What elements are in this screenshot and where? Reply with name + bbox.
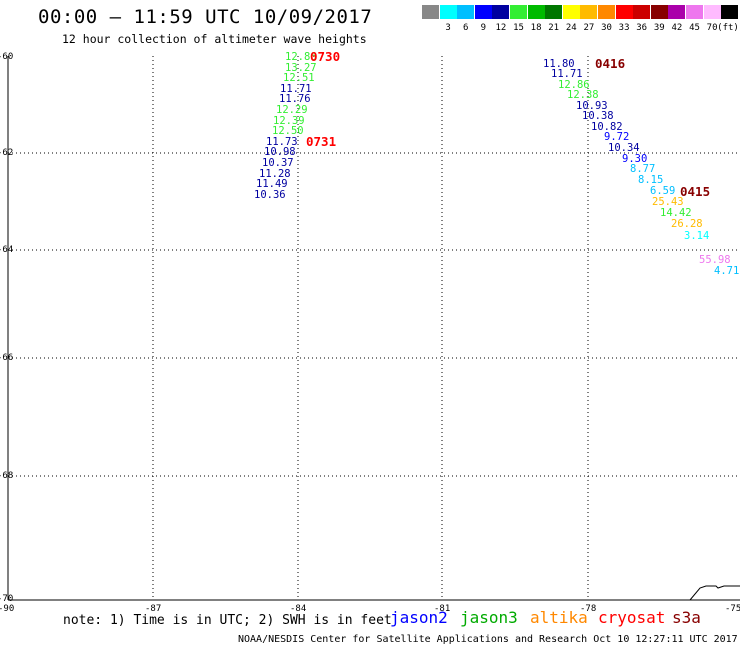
- swh-value: 11.76: [279, 93, 311, 106]
- legend-value: 45: [689, 23, 700, 33]
- legend-swatch: [422, 5, 439, 19]
- swh-value: 10.36: [254, 188, 286, 201]
- swh-value: 14.42: [660, 207, 692, 219]
- swh-value: 9.30: [622, 153, 648, 165]
- legend-swatch: [474, 5, 492, 19]
- legend-swatch: [527, 5, 545, 19]
- swh-value: 3.14: [684, 230, 710, 242]
- swh-value: 8.15: [638, 174, 664, 186]
- swh-value: 10.37: [262, 157, 294, 169]
- swh-value: 12.39: [273, 114, 305, 127]
- legend-swatch: [457, 5, 475, 19]
- satellite-name: jason3: [460, 608, 518, 627]
- legend-swatch: [686, 5, 703, 19]
- latitude-label: -70: [0, 594, 14, 604]
- legend-swatch: [668, 5, 686, 19]
- swh-value: 10.98: [264, 146, 296, 159]
- swh-value: 13.27: [285, 61, 317, 74]
- pass-time-label: 0731: [306, 134, 337, 149]
- swh-value: 11.49: [256, 178, 288, 191]
- swh-value: 12.38: [567, 89, 599, 101]
- pass-time-label: 0415: [680, 184, 711, 199]
- legend-swatch: [545, 5, 563, 19]
- pass-time-label: 0416: [595, 56, 626, 71]
- legend-value: 30: [601, 23, 612, 33]
- page-title: 00:00 – 11:59 UTC 10/09/2017: [38, 6, 373, 28]
- legend-swatch: [492, 5, 510, 19]
- latitude-label: -64: [0, 245, 14, 255]
- swh-value: 55.98: [699, 254, 731, 266]
- swh-value: 25.43: [652, 196, 684, 208]
- swh-value: 9.72: [604, 131, 630, 143]
- footer-note: note: 1) Time is in UTC; 2) SWH is in fe…: [63, 613, 392, 628]
- swh-value: 6.59: [650, 185, 676, 197]
- legend-value: 9: [480, 23, 486, 33]
- swh-value: 11.28: [259, 167, 291, 180]
- legend-value: 3: [445, 23, 451, 33]
- legend-value: 33: [618, 23, 630, 33]
- legend-value: 70: [706, 23, 718, 33]
- legend-swatch: [633, 5, 651, 19]
- coastline: [689, 585, 740, 601]
- legend-swatch: [510, 5, 527, 19]
- legend-swatch: [615, 5, 633, 19]
- swh-value: 11.71: [280, 82, 312, 95]
- swh-value: 10.34: [608, 142, 640, 154]
- legend-swatch: [580, 5, 598, 19]
- page-subtitle: 12 hour collection of altimeter wave hei…: [62, 32, 367, 46]
- longitude-label: -84: [290, 604, 307, 614]
- color-legend: 3 6 9 12 15 18 21 24 27 30 33 36 39 42 45 70 (ft): [422, 5, 740, 35]
- legend-swatch: [703, 5, 721, 19]
- longitude-label: -75: [725, 604, 740, 614]
- legend-swatch: [439, 5, 457, 19]
- satellite-name: cryosat: [598, 608, 666, 627]
- satellite-name: jason2: [390, 608, 448, 627]
- swh-value: 12.29: [276, 104, 308, 116]
- swh-value: 8.77: [630, 163, 656, 175]
- swh-value: 11.73: [266, 135, 298, 148]
- legend-value: 21: [548, 23, 560, 33]
- legend-value: 15: [513, 23, 524, 33]
- grid-lines: [8, 56, 740, 600]
- latitude-label: -68: [0, 471, 14, 481]
- longitude-label: -87: [145, 604, 162, 614]
- swh-value: 12.86: [285, 51, 317, 63]
- legend-unit: (ft): [717, 23, 739, 33]
- legend-value: 18: [530, 23, 542, 33]
- legend-swatch: [598, 5, 615, 19]
- swh-value: 10.38: [582, 110, 614, 122]
- latitude-label: -60: [0, 52, 14, 62]
- swh-value: 26.28: [671, 218, 703, 230]
- longitude-label: -78: [580, 604, 597, 614]
- legend-swatch: [721, 5, 739, 19]
- longitude-label: -90: [0, 604, 15, 614]
- credit-line: NOAA/NESDIS Center for Satellite Applica…: [238, 634, 738, 645]
- legend-value: 27: [583, 23, 595, 33]
- legend-value: 36: [636, 23, 648, 33]
- longitude-label: -81: [434, 604, 451, 614]
- swh-value: 10.82: [591, 121, 623, 133]
- legend-value: 39: [653, 23, 665, 33]
- swh-value: 10.93: [576, 100, 608, 112]
- swh-value: 11.71: [551, 68, 583, 80]
- latitude-label: -62: [0, 148, 14, 158]
- legend-swatch: [650, 5, 668, 19]
- swh-value: 11.80: [543, 58, 575, 70]
- legend-value: 6: [462, 23, 469, 33]
- legend-value: 12: [495, 23, 507, 33]
- swh-value: 12.51: [283, 72, 315, 85]
- swh-value: 4.71: [714, 265, 740, 277]
- legend-value: 42: [671, 23, 683, 33]
- swh-value: 12.50: [272, 125, 304, 138]
- pass-time-label: 0730: [310, 49, 341, 64]
- legend-swatch: [562, 5, 580, 19]
- legend-value: 24: [565, 23, 577, 33]
- satellite-name: s3a: [672, 608, 701, 627]
- plot-frame: [7, 56, 740, 601]
- latitude-label: -66: [0, 353, 14, 363]
- swh-value: 12.86: [558, 79, 590, 91]
- satellite-name: altika: [530, 608, 588, 627]
